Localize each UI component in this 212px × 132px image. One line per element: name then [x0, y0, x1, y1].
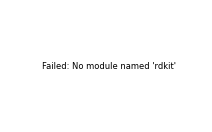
Text: Failed: No module named 'rdkit': Failed: No module named 'rdkit': [42, 62, 176, 71]
